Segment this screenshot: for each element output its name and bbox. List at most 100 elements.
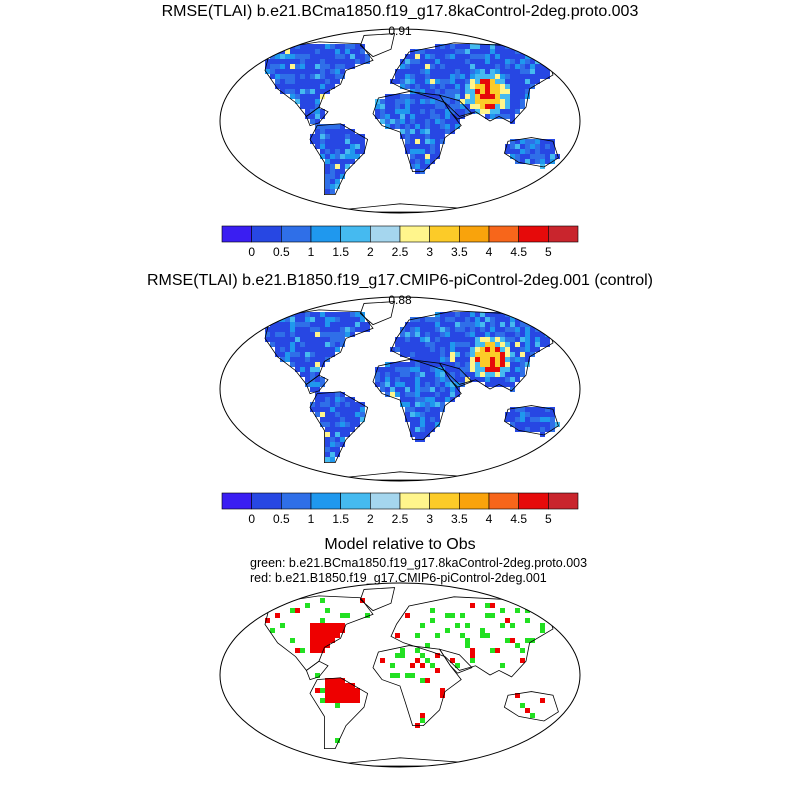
- map-cell: [420, 713, 425, 718]
- map-cell: [415, 377, 420, 382]
- colorbar-swatch: [459, 225, 490, 243]
- map-cell: [415, 94, 420, 99]
- map-cell: [325, 184, 330, 189]
- map-cell: [410, 372, 415, 377]
- map-cell: [375, 382, 380, 387]
- map-cell: [490, 362, 495, 367]
- map-cell: [405, 144, 410, 149]
- map-cell: [290, 342, 295, 347]
- map-cell: [390, 663, 395, 668]
- map-cell: [425, 64, 430, 69]
- map-cell: [335, 149, 340, 154]
- map-cell: [385, 362, 390, 367]
- map-cell: [450, 44, 455, 49]
- map-cell: [475, 74, 480, 79]
- map-cell: [420, 114, 425, 119]
- map-cell: [485, 64, 490, 69]
- map-cell: [485, 633, 490, 638]
- map-cell: [430, 387, 435, 392]
- map-cell: [425, 643, 430, 648]
- map-cell: [345, 412, 350, 417]
- map-cell: [545, 327, 550, 332]
- map-cell: [310, 139, 315, 144]
- map-cell: [470, 317, 475, 322]
- map-cell: [395, 337, 400, 342]
- map-cell: [480, 44, 485, 49]
- map-cell: [470, 44, 475, 49]
- map-cell: [440, 134, 445, 139]
- map-cell: [465, 109, 470, 114]
- map-cell: [420, 412, 425, 417]
- map-cell: [430, 54, 435, 59]
- map-cell: [395, 342, 400, 347]
- map-cell: [400, 64, 405, 69]
- map-cell: [445, 312, 450, 317]
- map-cell: [315, 327, 320, 332]
- map-cell: [460, 54, 465, 59]
- map-cell: [345, 327, 350, 332]
- map-cell: [485, 347, 490, 352]
- map-cell: [335, 44, 340, 49]
- map-cell: [350, 129, 355, 134]
- map-cell: [455, 59, 460, 64]
- map-cell: [425, 114, 430, 119]
- map-cell: [545, 422, 550, 427]
- map-cell: [525, 69, 530, 74]
- map-cell: [385, 94, 390, 99]
- map-cell: [415, 352, 420, 357]
- map-cell: [300, 44, 305, 49]
- map-cell: [480, 362, 485, 367]
- map-cell: [405, 372, 410, 377]
- map-cell: [400, 342, 405, 347]
- map-cell: [515, 59, 520, 64]
- colorbar-tick-label: 2.5: [392, 512, 409, 526]
- map-cell: [500, 337, 505, 342]
- map-cell: [325, 69, 330, 74]
- map-cell: [515, 608, 520, 613]
- map-cell: [275, 54, 280, 59]
- map-cell: [310, 628, 315, 633]
- map-cell: [525, 352, 530, 357]
- map-cell: [405, 352, 410, 357]
- map-cell: [525, 347, 530, 352]
- map-cell: [395, 362, 400, 367]
- map-cell: [355, 312, 360, 317]
- map-cell: [280, 74, 285, 79]
- map-cell: [425, 382, 430, 387]
- map-cell: [435, 372, 440, 377]
- map-cell: [430, 357, 435, 362]
- map-cell: [445, 44, 450, 49]
- map-cell: [425, 144, 430, 149]
- map-cell: [325, 427, 330, 432]
- map-cell: [285, 69, 290, 74]
- map-cell: [355, 149, 360, 154]
- map-cell: [415, 159, 420, 164]
- map-cell: [435, 422, 440, 427]
- map-cell: [415, 402, 420, 407]
- map-cell: [275, 74, 280, 79]
- map-cell: [480, 74, 485, 79]
- map-cell: [525, 149, 530, 154]
- map-cell: [525, 317, 530, 322]
- map-cell: [420, 124, 425, 129]
- map-cell: [330, 322, 335, 327]
- map-cell: [290, 608, 295, 613]
- map-cell: [515, 362, 520, 367]
- map-cell: [440, 347, 445, 352]
- map-cell: [330, 64, 335, 69]
- map-cell: [450, 317, 455, 322]
- coastline-southAmerica: [309, 677, 369, 749]
- map-cell: [430, 64, 435, 69]
- map-cell: [520, 94, 525, 99]
- map-cell: [520, 347, 525, 352]
- map-cell: [340, 427, 345, 432]
- map-cell: [310, 332, 315, 337]
- map-cell: [460, 104, 465, 109]
- map-cell: [455, 377, 460, 382]
- map-cell: [445, 54, 450, 59]
- map-cell: [495, 49, 500, 54]
- map-cell: [325, 392, 330, 397]
- map-cell: [335, 134, 340, 139]
- map-cell: [285, 352, 290, 357]
- map-cell: [345, 159, 350, 164]
